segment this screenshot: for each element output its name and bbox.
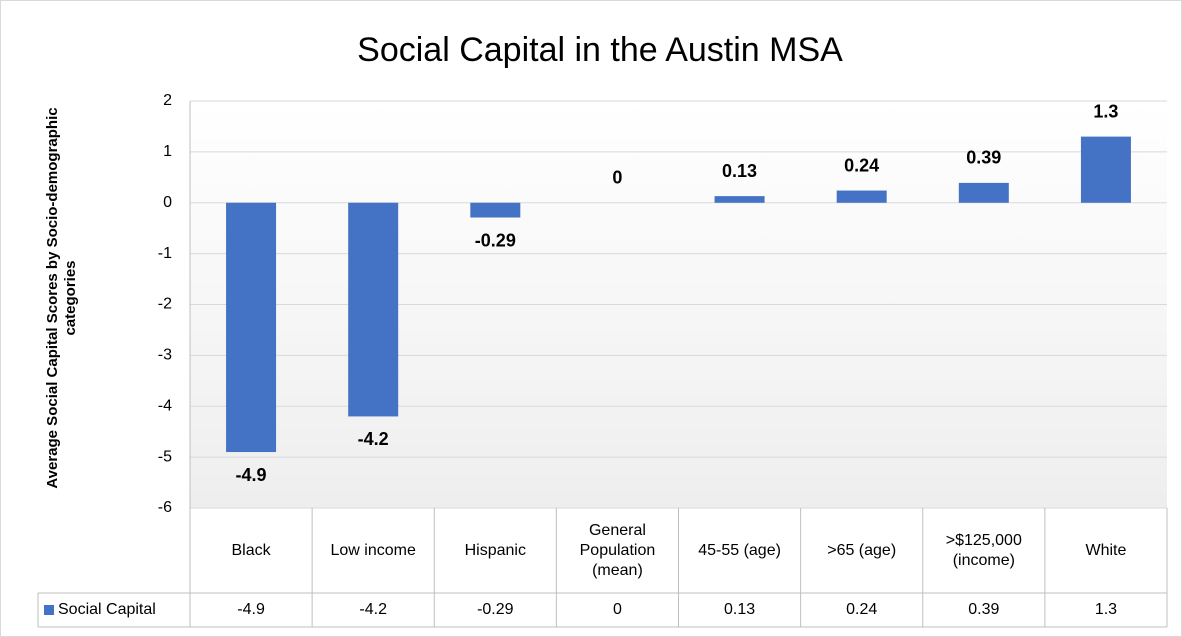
bar xyxy=(714,196,765,203)
category-label: Hispanic xyxy=(464,541,526,559)
bar xyxy=(958,182,1009,203)
table-value: 0.39 xyxy=(968,601,1000,618)
category-label: Low income xyxy=(330,541,416,559)
table-value: 0.24 xyxy=(846,601,878,618)
chart-title: Social Capital in the Austin MSA xyxy=(357,31,843,69)
table-value: -0.29 xyxy=(477,601,514,618)
category-label: >65 (age) xyxy=(827,541,897,559)
category-label: >$125,000 (income) xyxy=(945,531,1022,569)
data-label: 0.24 xyxy=(844,155,879,175)
data-label: 0 xyxy=(612,168,622,188)
table-value: 1.3 xyxy=(1094,601,1118,618)
data-label: 0.39 xyxy=(966,148,1001,168)
bar xyxy=(1080,136,1131,203)
y-tick-label: -6 xyxy=(158,499,172,516)
bar xyxy=(226,202,277,453)
y-axis-label: Average Social Capital Scores by Socio-d… xyxy=(44,107,79,489)
y-tick-label: -1 xyxy=(158,245,172,262)
category-label: General Population (mean) xyxy=(579,521,656,579)
data-label: 1.3 xyxy=(1093,101,1118,121)
data-label: -4.2 xyxy=(358,429,389,449)
table-value: -4.9 xyxy=(237,601,265,618)
y-tick-label: 0 xyxy=(163,194,172,211)
data-label: -4.9 xyxy=(236,465,267,485)
legend-swatch xyxy=(44,605,54,615)
y-tick-label: 2 xyxy=(163,92,172,109)
y-tick-label: 1 xyxy=(163,143,172,160)
category-label: 45-55 (age) xyxy=(698,541,781,559)
category-label: Black xyxy=(231,541,271,559)
y-tick-label: -4 xyxy=(158,397,172,414)
bar xyxy=(470,202,521,218)
table-value: -4.2 xyxy=(359,601,387,618)
y-tick-label: -5 xyxy=(158,448,172,465)
y-tick-label: -3 xyxy=(158,347,172,364)
data-label: -0.29 xyxy=(475,230,516,250)
category-label: White xyxy=(1085,541,1127,559)
data-label: 0.13 xyxy=(722,161,757,181)
bar xyxy=(836,190,887,203)
bar xyxy=(348,202,399,417)
legend-label: Social Capital xyxy=(58,601,156,618)
table-value: 0.13 xyxy=(723,601,756,618)
y-tick-label: -2 xyxy=(158,296,172,313)
table-value: 0 xyxy=(612,601,622,618)
